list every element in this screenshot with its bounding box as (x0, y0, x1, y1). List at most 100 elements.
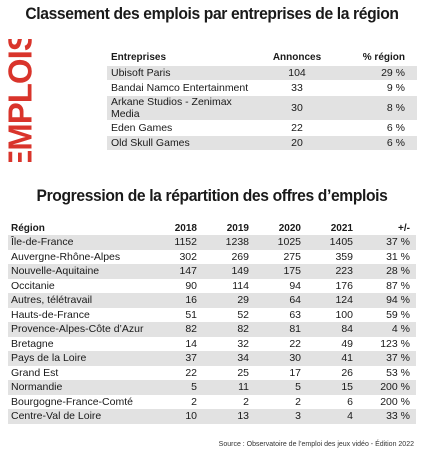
region-name: Occitanie (8, 278, 148, 293)
variation: 31 % (356, 249, 416, 264)
region-name: Bretagne (8, 336, 148, 351)
value-2021: 26 (304, 365, 356, 380)
company-pct: 6 % (337, 134, 417, 150)
col-annonces: Annonces (272, 51, 322, 63)
value-2018: 2 (148, 394, 200, 409)
value-2019: 32 (200, 336, 252, 351)
company-annonces: 30 (257, 94, 337, 120)
variation: 37 % (356, 235, 416, 250)
variation: 123 % (356, 336, 416, 351)
value-2020: 22 (252, 336, 304, 351)
value-2019: 149 (200, 264, 252, 279)
table-row: Île-de-France 1152 1238 1025 1405 37 % (8, 235, 416, 250)
company-name: Old Skull Games (107, 134, 257, 150)
companies-table-header: Entreprises Annonces % région (107, 50, 417, 65)
company-annonces: 104 (257, 64, 337, 80)
title-progression: Progression de la répartition des offres… (36, 186, 388, 205)
table-row: Hauts-de-France 51 52 63 100 59 % (8, 307, 416, 322)
value-2019: 52 (200, 307, 252, 322)
table-row: Grand Est 22 25 17 26 53 % (8, 365, 416, 380)
value-2021: 1405 (304, 235, 356, 250)
value-2020: 30 (252, 351, 304, 366)
region-name: Pays de la Loire (8, 351, 148, 366)
company-name: Eden Games (107, 119, 257, 135)
company-annonces: 20 (257, 134, 337, 150)
region-name: Centre-Val de Loire (8, 409, 148, 424)
value-2020: 63 (252, 307, 304, 322)
company-annonces: 22 (257, 119, 337, 135)
value-2021: 84 (304, 322, 356, 337)
title-companies: Classement des emplois par entreprises d… (25, 4, 399, 23)
value-2018: 302 (148, 249, 200, 264)
value-2020: 5 (252, 380, 304, 395)
companies-table: Entreprises Annonces % région Ubisoft Pa… (107, 50, 417, 150)
value-2021: 100 (304, 307, 356, 322)
value-2018: 10 (148, 409, 200, 424)
company-name: Ubisoft Paris (107, 64, 257, 80)
value-2019: 1238 (200, 235, 252, 250)
side-label-text: EMPLOIS (4, 39, 36, 162)
source-note: Source : Observatoire de l’emploi des je… (218, 441, 414, 448)
col-2021: 2021 (330, 222, 353, 234)
value-2021: 41 (304, 351, 356, 366)
value-2020: 64 (252, 293, 304, 308)
region-name: Nouvelle-Aquitaine (8, 264, 148, 279)
table-row: Provence-Alpes-Côte d’Azur 82 82 81 84 4 % (8, 322, 416, 337)
col-region: Région (11, 222, 45, 234)
side-label: EMPLOIS (4, 39, 36, 162)
region-name: Bourgogne-France-Comté (8, 394, 148, 409)
value-2020: 81 (252, 322, 304, 337)
company-pct: 8 % (337, 94, 417, 120)
region-name: Hauts-de-France (8, 307, 148, 322)
company-pct: 6 % (337, 119, 417, 135)
col-variation: +/- (398, 222, 410, 234)
table-row: Occitanie 90 114 94 176 87 % (8, 278, 416, 293)
value-2019: 29 (200, 293, 252, 308)
value-2020: 1025 (252, 235, 304, 250)
company-name: Arkane Studios - Zenimax Media (107, 94, 257, 120)
region-name: Provence-Alpes-Côte d’Azur (8, 322, 148, 337)
regions-table-header: Région 2018 2019 2020 2021 +/- (8, 221, 416, 235)
value-2020: 175 (252, 264, 304, 279)
variation: 200 % (356, 380, 416, 395)
table-row: Ubisoft Paris 104 29 % (107, 64, 417, 80)
value-2020: 2 (252, 394, 304, 409)
value-2021: 49 (304, 336, 356, 351)
value-2021: 6 (304, 394, 356, 409)
value-2018: 16 (148, 293, 200, 308)
table-row: Eden Games 22 6 % (107, 119, 417, 135)
value-2021: 359 (304, 249, 356, 264)
col-2020: 2020 (278, 222, 301, 234)
value-2020: 275 (252, 249, 304, 264)
value-2021: 223 (304, 264, 356, 279)
company-pct: 9 % (337, 79, 417, 95)
table-row: Centre-Val de Loire 10 13 3 4 33 % (8, 409, 416, 424)
variation: 87 % (356, 278, 416, 293)
table-row: Autres, télétravail 16 29 64 124 94 % (8, 293, 416, 308)
value-2020: 17 (252, 365, 304, 380)
value-2021: 124 (304, 293, 356, 308)
value-2019: 34 (200, 351, 252, 366)
table-row: Old Skull Games 20 6 % (107, 134, 417, 150)
table-row: Pays de la Loire 37 34 30 41 37 % (8, 351, 416, 366)
table-row: Normandie 5 11 5 15 200 % (8, 380, 416, 395)
variation: 4 % (356, 322, 416, 337)
variation: 200 % (356, 394, 416, 409)
value-2018: 82 (148, 322, 200, 337)
company-name: Bandai Namco Entertainment (107, 79, 257, 95)
variation: 94 % (356, 293, 416, 308)
value-2018: 90 (148, 278, 200, 293)
value-2021: 15 (304, 380, 356, 395)
value-2018: 22 (148, 365, 200, 380)
col-entreprises: Entreprises (111, 51, 167, 63)
variation: 53 % (356, 365, 416, 380)
value-2018: 5 (148, 380, 200, 395)
col-pct-region: % région (362, 51, 405, 63)
table-row: Auvergne-Rhône-Alpes 302 269 275 359 31 % (8, 249, 416, 264)
value-2020: 3 (252, 409, 304, 424)
value-2019: 114 (200, 278, 252, 293)
value-2018: 14 (148, 336, 200, 351)
variation: 33 % (356, 409, 416, 424)
value-2021: 4 (304, 409, 356, 424)
value-2018: 1152 (148, 235, 200, 250)
